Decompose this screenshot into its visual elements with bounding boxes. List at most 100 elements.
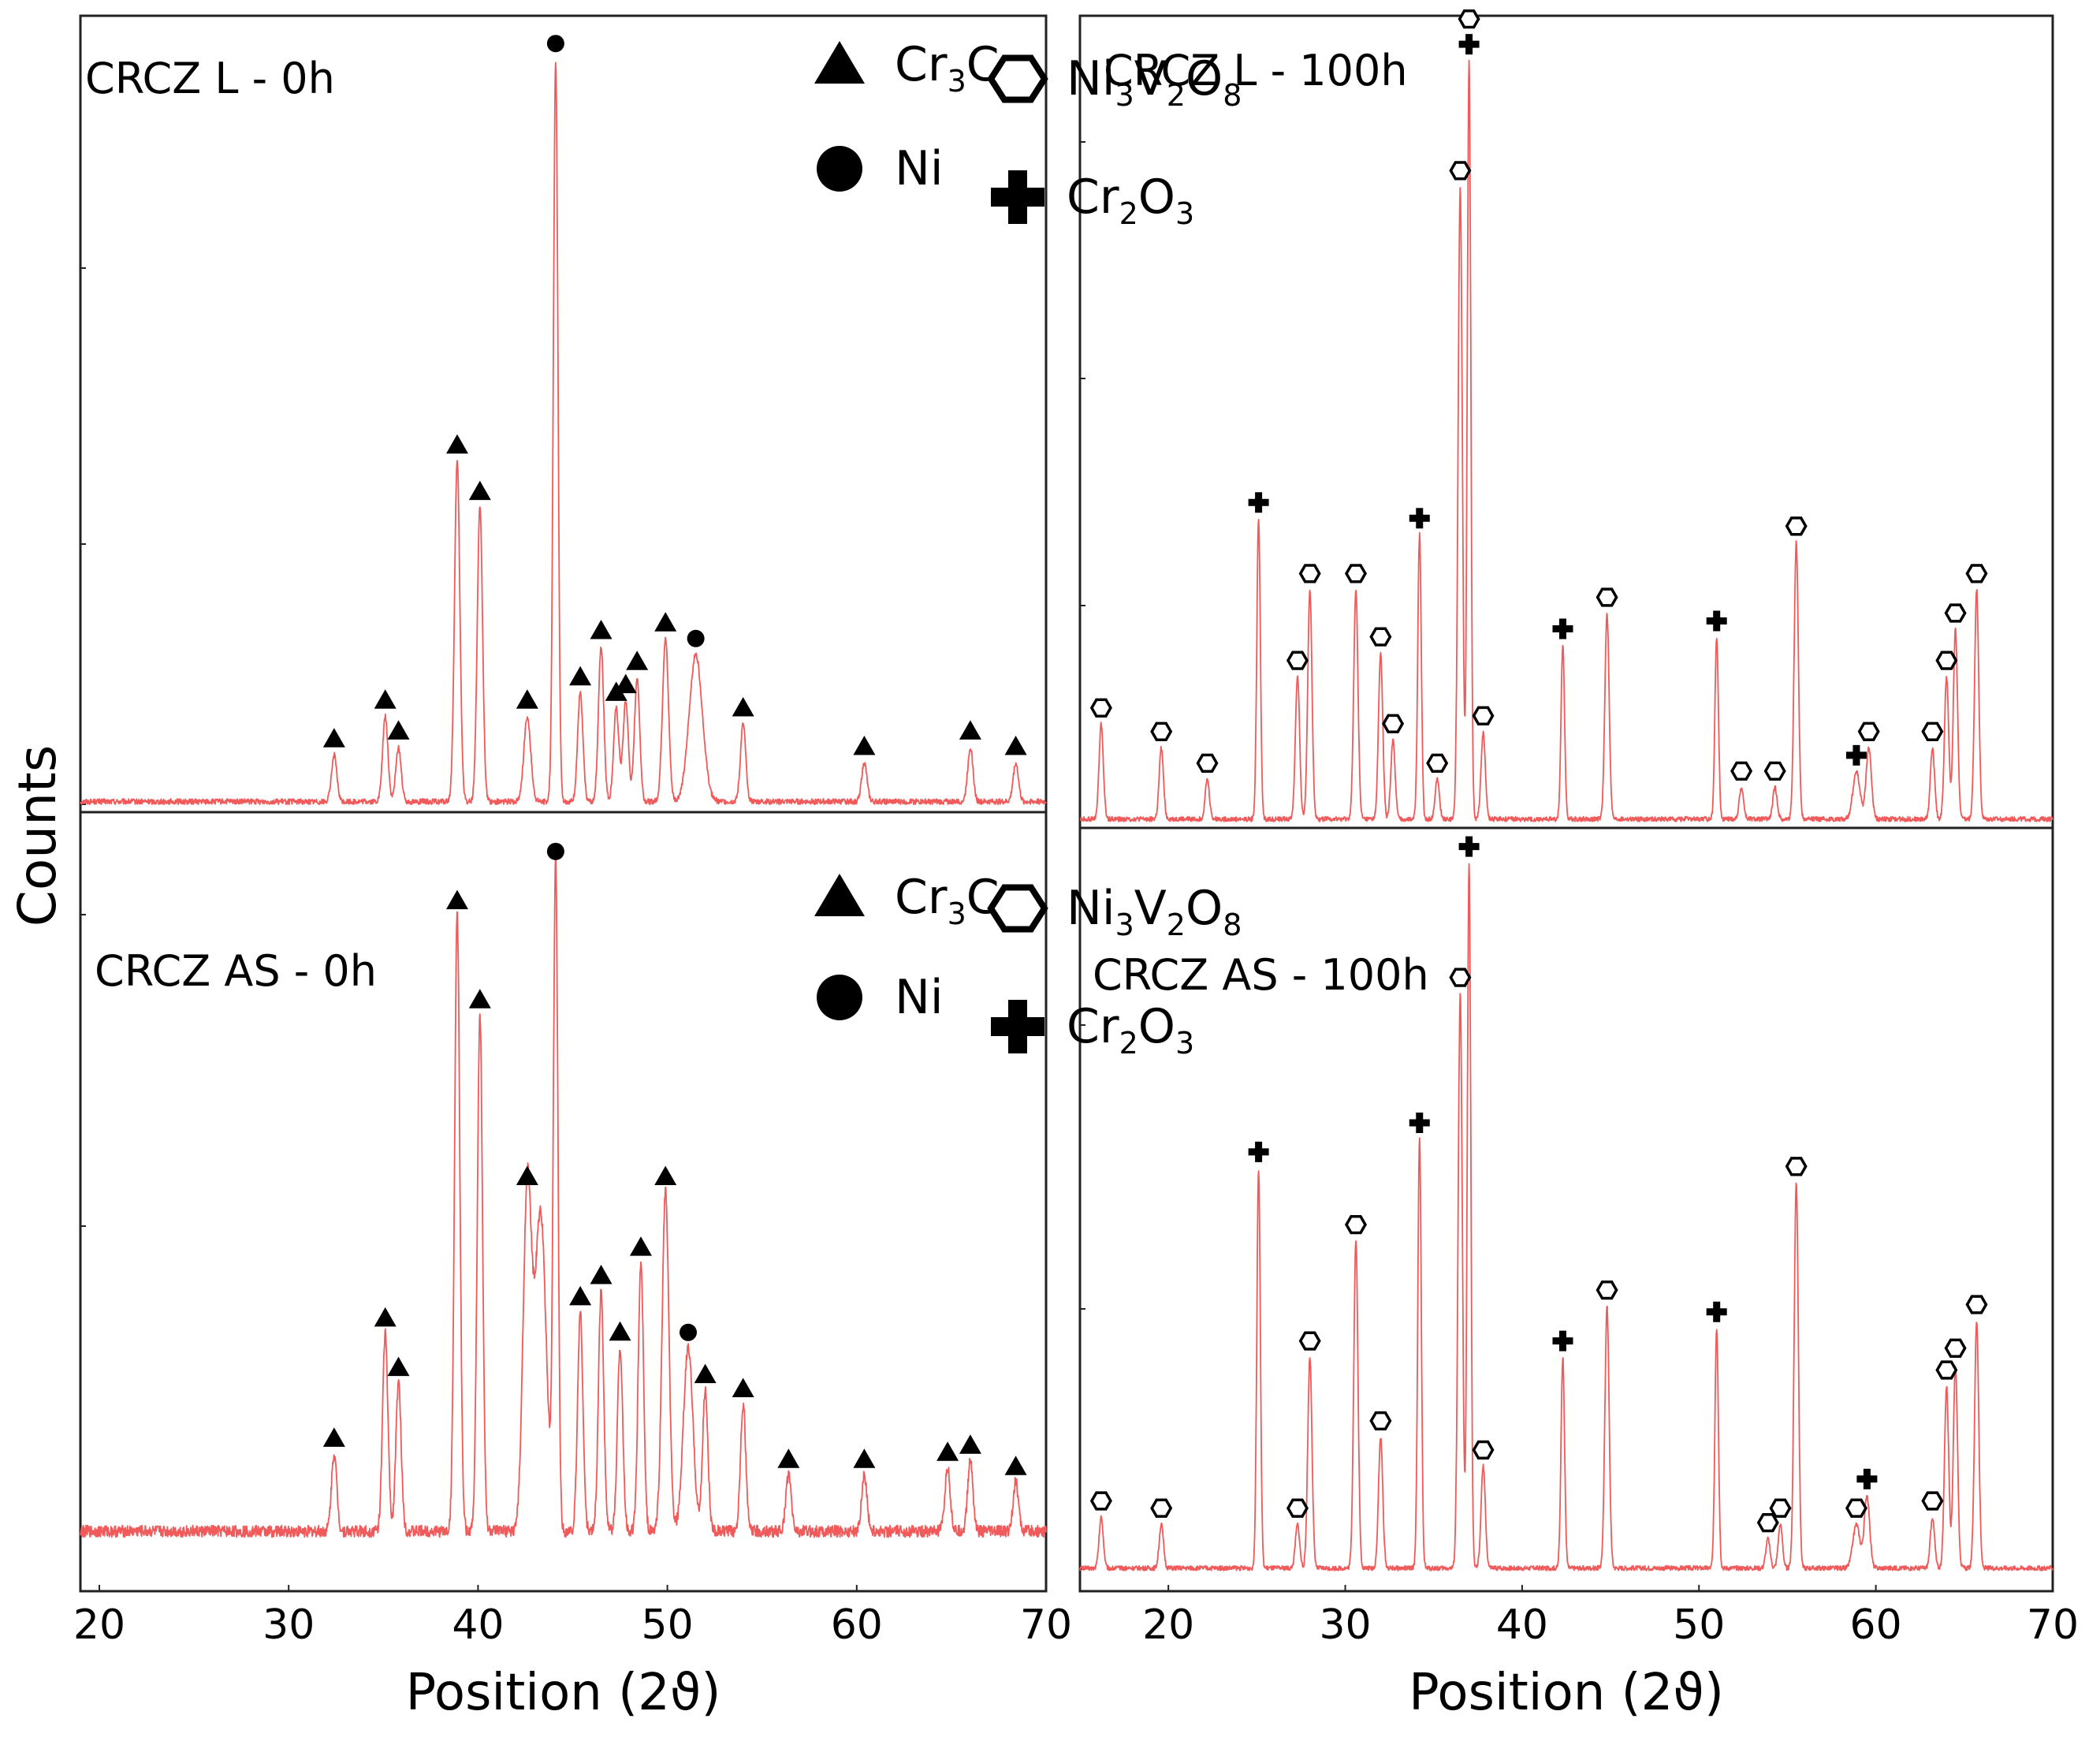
panel-title: CRCZ L - 100h — [1104, 46, 1408, 95]
hexagon-peak-marker — [1730, 761, 1753, 781]
hexagon-peak-marker — [1344, 564, 1368, 583]
triangle-peak-marker — [322, 1427, 345, 1447]
hexagon-peak-marker — [1286, 651, 1309, 670]
triangle-peak-marker — [1004, 736, 1027, 755]
hexagon-peak-marker — [1785, 516, 1808, 536]
hexagon-peak-marker — [1369, 1411, 1392, 1431]
x-tick-label: 50 — [1673, 1601, 1725, 1649]
triangle-peak-marker — [445, 434, 468, 454]
circle-peak-marker — [687, 629, 705, 647]
legend-circle-icon — [817, 146, 862, 192]
hexagon-peak-marker — [1089, 1491, 1112, 1511]
triangle-peak-marker — [609, 1321, 631, 1341]
triangle-peak-marker — [853, 736, 876, 755]
circle-peak-marker — [680, 1323, 698, 1341]
x-tick-label: 20 — [73, 1601, 125, 1649]
cross-peak-marker — [1248, 1141, 1269, 1162]
legend-cross-icon — [991, 170, 1044, 224]
triangle-peak-marker — [853, 1448, 876, 1468]
triangle-peak-marker — [468, 989, 491, 1008]
panel-title: CRCZ L - 0h — [85, 54, 335, 103]
cross-peak-marker — [1248, 492, 1269, 513]
triangle-peak-marker — [569, 1285, 592, 1306]
x-tick-label: 40 — [1496, 1601, 1548, 1649]
hexagon-peak-marker — [1449, 967, 1472, 987]
legend-label: Ni — [895, 141, 944, 196]
xrd-trace — [1079, 59, 2053, 822]
panel-br: CRCZ AS - 100h Ni3V2O8 Cr2O3 20 30 40 50 60 70 Po… — [987, 826, 2079, 1722]
legend-hexagon-icon — [987, 54, 1048, 103]
plot-frame — [1078, 826, 2054, 1593]
hexagon-peak-marker — [1382, 714, 1405, 733]
cross-peak-marker — [1552, 618, 1573, 639]
hexagon-peak-marker — [1426, 753, 1449, 774]
triangle-peak-marker — [516, 1165, 538, 1185]
legend-cross-icon — [991, 1000, 1044, 1053]
triangle-peak-marker — [732, 1378, 754, 1398]
panel-title: CRCZ AS - 0h — [95, 946, 377, 996]
cross-peak-marker — [1458, 34, 1480, 55]
hexagon-peak-marker — [1089, 698, 1112, 718]
xrd-trace — [80, 62, 1047, 805]
hexagon-peak-marker — [1472, 706, 1495, 725]
panel-title: CRCZ AS - 100h — [1093, 950, 1429, 1000]
legend-label: Ni — [895, 970, 944, 1025]
hexagon-peak-marker — [1344, 1214, 1368, 1235]
triangle-peak-marker — [387, 720, 410, 740]
hexagon-peak-marker — [1965, 564, 1988, 583]
legend-label: Ni3V2O8 — [1067, 51, 1242, 113]
circle-peak-marker — [546, 35, 564, 53]
x-axis-label: Position (2ϑ) — [1409, 1664, 1724, 1722]
triangle-peak-marker — [569, 665, 592, 686]
cross-peak-marker — [1409, 1113, 1430, 1134]
xrd-trace — [80, 855, 1047, 1538]
x-tick-label: 70 — [2027, 1601, 2079, 1649]
x-tick-label: 20 — [1142, 1601, 1194, 1649]
y-axis-label: Counts — [7, 745, 68, 926]
triangle-peak-marker — [590, 1265, 612, 1284]
hexagon-peak-marker — [1150, 721, 1173, 741]
cross-peak-marker — [1706, 1301, 1727, 1322]
triangle-peak-marker — [614, 673, 637, 694]
hexagon-peak-marker — [1150, 1498, 1173, 1518]
circle-peak-marker — [546, 842, 564, 860]
panel-bl: CRCZ AS - 0hCr3C2Ni203040506070Position … — [73, 811, 1072, 1722]
hexagon-peak-marker — [1965, 1295, 1988, 1314]
hexagon-peak-marker — [1921, 1491, 1944, 1511]
hexagon-peak-marker — [1769, 1498, 1792, 1518]
hexagon-peak-marker — [1286, 1498, 1309, 1518]
x-tick-label: 50 — [642, 1601, 694, 1649]
triangle-peak-marker — [374, 689, 397, 709]
hexagon-peak-marker — [1756, 1512, 1779, 1533]
hexagon-peak-marker — [1944, 603, 1967, 623]
hexagon-peak-marker — [1595, 587, 1618, 607]
triangle-peak-marker — [654, 1165, 677, 1185]
x-tick-label: 40 — [452, 1601, 504, 1649]
x-tick-label: 60 — [1850, 1601, 1902, 1649]
hexagon-peak-marker — [1845, 1498, 1868, 1518]
cross-peak-marker — [1706, 610, 1727, 632]
triangle-peak-marker — [936, 1441, 959, 1461]
triangle-peak-marker — [694, 1363, 717, 1384]
x-tick-label: 60 — [831, 1601, 883, 1649]
hexagon-peak-marker — [1369, 627, 1392, 647]
x-tick-label: 30 — [262, 1601, 315, 1649]
triangle-peak-marker — [374, 1307, 397, 1327]
triangle-peak-marker — [732, 697, 754, 717]
hexagon-peak-marker — [1857, 721, 1880, 741]
hexagon-peak-marker — [1763, 761, 1786, 781]
legend-circle-icon — [817, 975, 862, 1020]
legend-label: Ni3V2O8 — [1067, 881, 1242, 942]
hexagon-peak-marker — [1944, 1338, 1967, 1358]
legend-hexagon-icon — [987, 884, 1048, 933]
x-tick-label: 30 — [1319, 1601, 1371, 1649]
legend-triangle-icon — [814, 874, 865, 916]
triangle-peak-marker — [654, 612, 677, 632]
hexagon-peak-marker — [1298, 1331, 1321, 1351]
triangle-peak-marker — [445, 889, 468, 910]
cross-peak-marker — [1409, 508, 1430, 529]
hexagon-peak-marker — [1298, 564, 1321, 583]
hexagon-peak-marker — [1935, 651, 1958, 670]
legend-label: Cr2O3 — [1067, 999, 1194, 1061]
